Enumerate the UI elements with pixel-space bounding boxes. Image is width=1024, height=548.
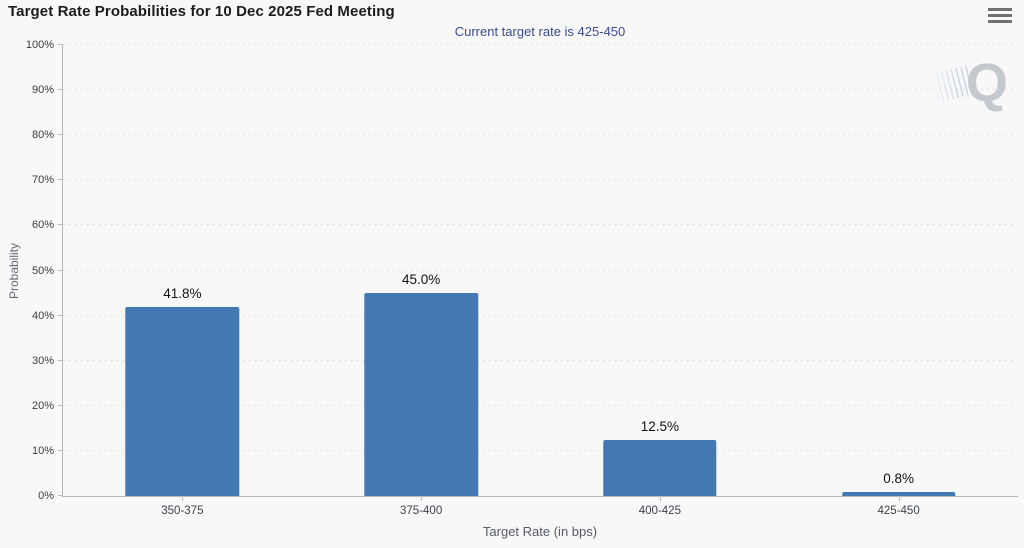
x-tick-mark (421, 496, 423, 501)
x-category-label-400-425: 400-425 (638, 505, 681, 517)
y-tick-label-60%: 60% (31, 219, 54, 232)
value-label-400-425: 12.5% (640, 418, 680, 434)
chart-title: Target Rate Probabilities for 10 Dec 202… (8, 3, 395, 20)
gridline-60% (63, 224, 1018, 226)
y-tick-mark (58, 224, 63, 226)
y-tick-mark (58, 495, 63, 496)
y-tick-label-20%: 20% (31, 399, 54, 412)
gridline-50% (63, 269, 1018, 271)
y-tick-label-100%: 100% (25, 39, 54, 51)
y-tick-mark (58, 404, 63, 406)
y-tick-mark (58, 359, 63, 361)
y-tick-label-30%: 30% (31, 354, 54, 367)
y-tick-mark (58, 269, 63, 271)
bar-400-425[interactable] (603, 439, 717, 496)
category-band-425-450: 0.8% 425-450 (779, 45, 1018, 517)
gridline-20% (63, 404, 1018, 406)
y-tick-label-70%: 70% (31, 174, 54, 187)
chart-menu-button[interactable] (988, 5, 1012, 25)
bar-375-400[interactable] (364, 293, 478, 496)
category-band-350-375: 41.8% 350-375 (63, 45, 302, 517)
y-tick-mark (58, 179, 63, 181)
gridline-30% (63, 359, 1018, 361)
gridline-40% (63, 314, 1018, 316)
y-tick-mark (58, 134, 63, 136)
value-label-375-400: 45.0% (401, 272, 441, 288)
y-tick-label-40%: 40% (31, 309, 54, 322)
y-tick-mark (58, 314, 63, 316)
bar-350-375[interactable] (125, 307, 240, 496)
hamburger-icon (988, 19, 1012, 23)
gridline-80% (63, 134, 1018, 136)
y-tick-mark (58, 44, 63, 45)
gridline-10% (63, 449, 1018, 451)
y-tick-mark (58, 449, 63, 451)
gridline-70% (63, 179, 1018, 181)
x-category-label-425-450: 425-450 (877, 505, 920, 517)
y-tick-label-90%: 90% (31, 84, 54, 97)
y-tick-mark (58, 89, 63, 91)
x-category-label-375-400: 375-400 (400, 505, 443, 517)
gridline-90% (63, 89, 1018, 91)
hamburger-icon (988, 13, 1012, 17)
y-tick-label-10%: 10% (31, 444, 54, 457)
hamburger-icon (988, 7, 1012, 11)
gridline-100% (63, 44, 1018, 45)
x-tick-mark (659, 496, 661, 501)
x-axis-title: Target Rate (in bps) (482, 524, 598, 539)
y-tick-label-0%: 0% (38, 490, 54, 502)
category-band-375-400: 45.0% 375-400 (302, 45, 541, 517)
x-category-label-350-375: 350-375 (161, 505, 204, 517)
plot-area: Q 0% 10% 20% 30% 40% 50% 60% 70% 80% 90% 100% 41.8%… (26, 39, 1018, 517)
value-label-425-450: 0.8% (883, 471, 915, 487)
x-tick-mark (898, 496, 900, 501)
category-band-400-425: 12.5% 400-425 (541, 45, 780, 517)
bar-425-450[interactable] (841, 492, 956, 496)
y-tick-label-80%: 80% (31, 129, 54, 142)
x-tick-mark (182, 496, 184, 501)
value-label-350-375: 41.8% (163, 286, 202, 302)
chart-subtitle: Current target rate is 425-450 (454, 24, 626, 39)
y-tick-label-50%: 50% (31, 264, 54, 277)
